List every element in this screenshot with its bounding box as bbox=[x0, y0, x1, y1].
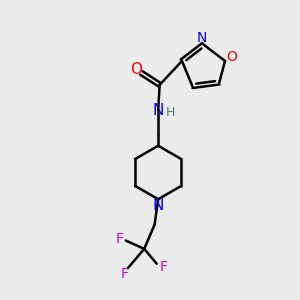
Text: O: O bbox=[226, 50, 237, 64]
Text: F: F bbox=[115, 232, 123, 246]
Text: N: N bbox=[152, 198, 164, 213]
Text: H: H bbox=[166, 106, 175, 119]
Text: N: N bbox=[197, 31, 207, 45]
Text: O: O bbox=[130, 62, 142, 77]
Text: F: F bbox=[159, 260, 167, 274]
Text: F: F bbox=[121, 266, 129, 280]
Text: N: N bbox=[152, 103, 164, 118]
